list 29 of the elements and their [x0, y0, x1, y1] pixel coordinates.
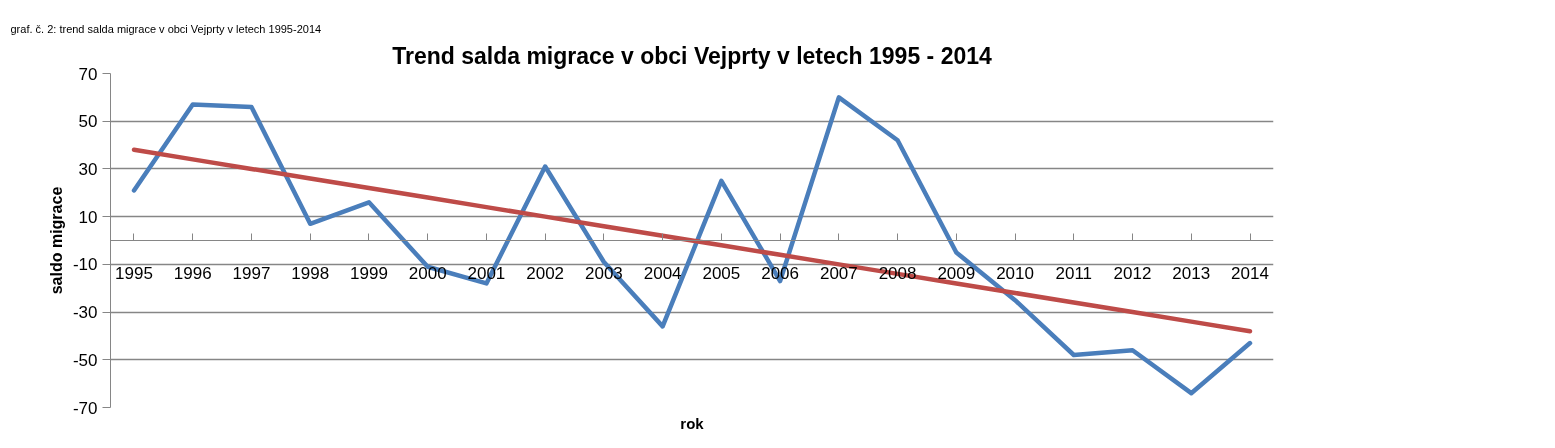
x-tick-label: 2000 — [408, 263, 447, 283]
y-tick-label: -50 — [72, 350, 98, 370]
x-tick-label: 2007 — [819, 263, 858, 283]
x-tick-label: 2013 — [1172, 263, 1211, 283]
x-tick-label: 1999 — [350, 263, 388, 283]
x-tick-label: 1996 — [173, 263, 212, 283]
x-tick-label: 2009 — [937, 263, 976, 283]
x-tick-label: 2011 — [1055, 263, 1093, 283]
y-tick-label: 70 — [78, 64, 98, 84]
y-tick-label: 50 — [78, 112, 98, 132]
x-tick-label: 1998 — [291, 263, 330, 283]
x-tick-label: 1995 — [115, 263, 153, 283]
y-axis-title: saldo migrace — [47, 186, 65, 295]
x-tick-label: 2008 — [878, 263, 917, 283]
y-tick-label: 30 — [78, 159, 98, 179]
x-axis-title: rok — [680, 414, 705, 432]
x-tick-label: 1997 — [232, 263, 271, 283]
chart-title: Trend salda migrace v obci Vejprty v letech 1995 - 2014 — [392, 42, 992, 69]
text: graf. č. 2: trend salda migrace v obci Vejprty v letech 1995-2014 — [10, 22, 322, 35]
y-tick-label: 10 — [78, 207, 98, 227]
x-tick-label: 2010 — [996, 263, 1034, 283]
x-tick-label: 2005 — [702, 263, 741, 283]
x-tick-label: 2012 — [1113, 263, 1152, 283]
y-tick-label: -30 — [72, 303, 98, 323]
x-tick-label: 2004 — [643, 263, 682, 283]
x-tick-label: 2002 — [526, 263, 565, 283]
y-tick-label: -70 — [72, 398, 98, 418]
y-tick-label: -10 — [72, 255, 98, 275]
x-tick-label: 2014 — [1231, 263, 1269, 283]
